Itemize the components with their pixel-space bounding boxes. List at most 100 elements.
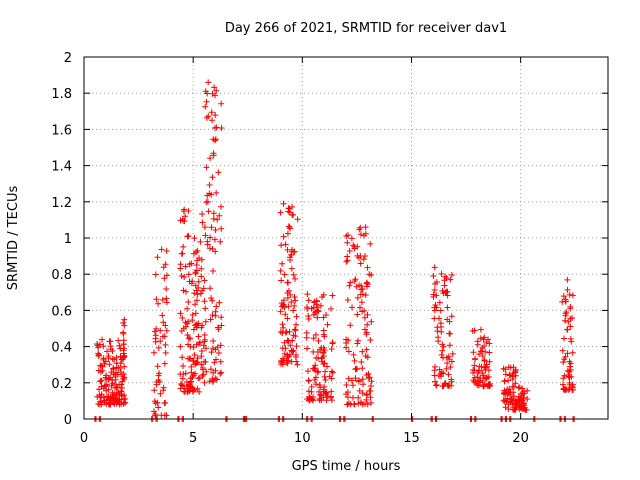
data-point: [184, 320, 191, 327]
data-point: [310, 365, 317, 372]
data-point: [116, 342, 123, 349]
data-point: [284, 315, 291, 322]
data-point: [99, 336, 106, 343]
data-point: [203, 368, 210, 375]
data-point: [328, 345, 335, 352]
data-point: [313, 298, 320, 305]
data-point: [359, 365, 366, 372]
data-point: [195, 341, 202, 348]
data-point: [113, 400, 120, 407]
data-point: [162, 341, 169, 348]
data-point: [208, 349, 215, 356]
data-point: [162, 349, 169, 356]
data-point: [352, 366, 359, 373]
data-point: [321, 360, 328, 367]
data-point: [561, 372, 568, 379]
data-point: [443, 288, 450, 295]
data-point: [509, 383, 516, 390]
data-point: [194, 257, 201, 264]
data-point: [122, 399, 129, 406]
data-point: [436, 315, 443, 322]
data-point: [218, 225, 225, 232]
data-point: [182, 263, 189, 270]
data-point: [486, 340, 493, 347]
data-point: [359, 291, 366, 298]
data-point: [281, 339, 288, 346]
data-point: [365, 375, 372, 382]
data-point: [210, 377, 217, 384]
data-point: [153, 381, 160, 388]
data-point: [209, 174, 216, 181]
data-point: [120, 330, 127, 337]
data-point: [155, 372, 162, 379]
data-point: [471, 327, 478, 334]
data-point: [158, 412, 165, 419]
data-point: [213, 376, 220, 383]
data-point: [212, 137, 219, 144]
data-point: [199, 364, 206, 371]
data-point: [433, 278, 440, 285]
data-point: [359, 348, 366, 355]
data-point: [304, 305, 311, 312]
data-point: [309, 396, 316, 403]
data-point: [209, 117, 216, 124]
data-point: [202, 305, 209, 312]
data-point: [367, 387, 374, 394]
data-point: [351, 400, 358, 407]
data-point: [364, 391, 371, 398]
data-point: [201, 379, 208, 386]
data-point: [439, 383, 446, 390]
data-point: [198, 361, 205, 368]
data-point: [216, 299, 223, 306]
data-point: [213, 189, 220, 196]
data-point: [518, 390, 525, 397]
data-point: [95, 386, 102, 393]
data-point: [185, 335, 192, 342]
data-point: [179, 250, 186, 257]
data-point: [207, 155, 214, 162]
data-point: [277, 209, 284, 216]
data-point: [206, 378, 213, 385]
data-point: [447, 276, 454, 283]
data-point: [292, 297, 299, 304]
data-point: [186, 335, 193, 342]
data-point: [315, 368, 322, 375]
data-point: [448, 313, 455, 320]
data-point: [305, 312, 312, 319]
data-point: [322, 390, 329, 397]
data-point: [479, 379, 486, 386]
data-point: [218, 100, 225, 107]
data-point: [366, 271, 373, 278]
data-point: [200, 285, 207, 292]
data-point: [161, 333, 168, 340]
data-point: [317, 302, 324, 309]
data-point: [312, 374, 319, 381]
data-point: [502, 366, 509, 373]
data-point: [187, 383, 194, 390]
data-point: [293, 313, 300, 320]
data-point: [524, 395, 531, 402]
y-tick-label: 0.4: [51, 341, 72, 356]
data-point: [195, 333, 202, 340]
y-tick-label: 0.8: [51, 268, 72, 283]
data-point: [566, 363, 573, 370]
data-point: [157, 390, 164, 397]
data-point: [187, 343, 194, 350]
data-point: [510, 389, 517, 396]
data-point: [328, 393, 335, 400]
data-point: [151, 349, 158, 356]
data-point: [304, 395, 311, 402]
data-point: [100, 385, 107, 392]
data-point: [349, 304, 356, 311]
data-point: [507, 364, 514, 371]
data-point: [194, 247, 201, 254]
data-point: [350, 394, 357, 401]
data-point: [163, 285, 170, 292]
data-point: [278, 300, 285, 307]
y-tick-label: 2: [64, 51, 72, 66]
data-point: [569, 292, 576, 299]
data-point: [185, 299, 192, 306]
data-point: [560, 335, 567, 342]
data-point: [207, 234, 214, 241]
